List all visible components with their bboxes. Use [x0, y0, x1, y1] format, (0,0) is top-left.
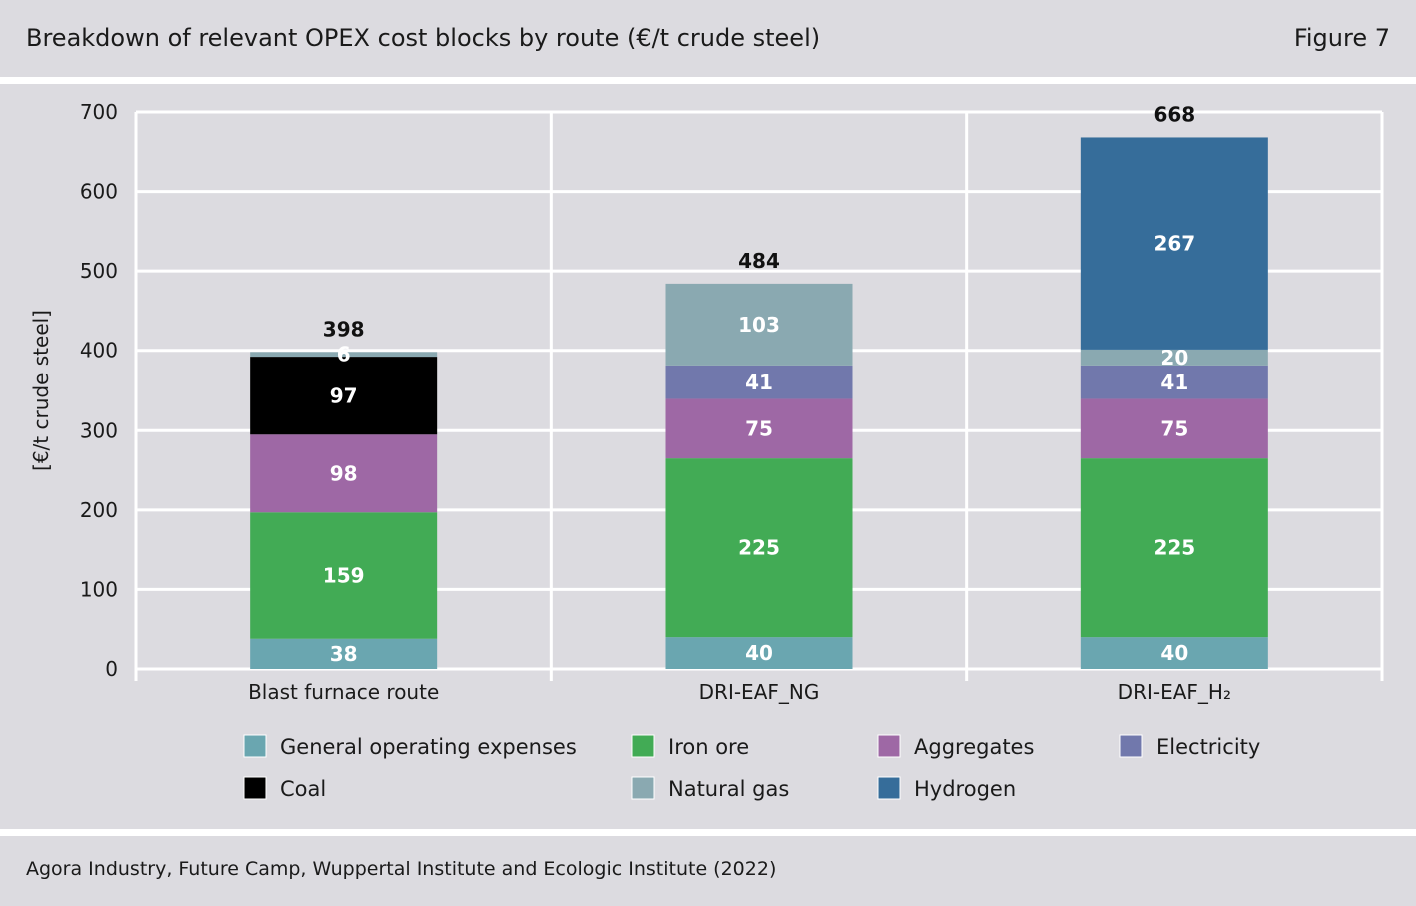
- bar-segment: [1080, 398, 1268, 459]
- y-tick-label: 100: [80, 577, 118, 601]
- data-label: 75: [1160, 416, 1188, 440]
- legend-item: Electricity: [1119, 734, 1260, 759]
- figure-label: Figure 7: [1293, 24, 1390, 52]
- y-tick-label: 700: [80, 100, 118, 124]
- data-label: 159: [323, 564, 365, 588]
- data-label: 97: [330, 384, 358, 408]
- y-tick-label: 400: [80, 339, 118, 363]
- data-label: 267: [1153, 232, 1195, 256]
- category-label: DRI-EAF_H₂: [1118, 680, 1231, 704]
- legend-swatch: [631, 734, 655, 758]
- bar-segment: [250, 434, 438, 513]
- bar-segment: [250, 357, 438, 435]
- y-axis-ticks: 0 100 200 300 400 500 600 700: [80, 100, 118, 681]
- data-label: 41: [745, 370, 773, 394]
- y-tick-label: 600: [80, 180, 118, 204]
- legend-label: Aggregates: [914, 735, 1034, 759]
- y-tick-label: 300: [80, 418, 118, 442]
- legend-swatch: [243, 734, 267, 758]
- category-label: Blast furnace route: [248, 680, 439, 704]
- legend-swatch: [1119, 734, 1143, 758]
- legend-item: General operating expenses: [243, 734, 577, 759]
- legend-item: Coal: [243, 776, 326, 801]
- total-label: 398: [323, 317, 365, 341]
- legend-label: Iron ore: [668, 735, 749, 759]
- y-tick-label: 0: [105, 657, 118, 681]
- legend-label: Natural gas: [668, 777, 789, 801]
- data-label: 75: [745, 416, 773, 440]
- bar-segment: [665, 637, 853, 669]
- legend-label: Coal: [280, 777, 326, 801]
- legend-item: Aggregates: [877, 734, 1034, 759]
- legend-item: Natural gas: [631, 776, 789, 801]
- bar-segment: [665, 283, 853, 366]
- data-label: 6: [337, 343, 351, 367]
- bar-segment: [1080, 137, 1268, 350]
- legend-swatch: [631, 776, 655, 800]
- data-label: 40: [1160, 641, 1188, 665]
- bar-segment: [250, 512, 438, 639]
- source-note: Agora Industry, Future Camp, Wuppertal I…: [26, 858, 777, 880]
- legend-label: Hydrogen: [914, 777, 1016, 801]
- legend-swatch: [243, 776, 267, 800]
- legend-swatch: [877, 734, 901, 758]
- legend-swatch: [877, 776, 901, 800]
- data-label: 38: [330, 642, 358, 666]
- data-label: 98: [330, 461, 358, 485]
- y-tick-label: 500: [80, 259, 118, 283]
- data-label: 41: [1160, 370, 1188, 394]
- bar-segment: [1080, 365, 1268, 399]
- bar-segment: [250, 638, 438, 669]
- category-label: DRI-EAF_NG: [699, 680, 820, 704]
- legend: General operating expenses Iron ore Aggreg…: [243, 734, 1260, 801]
- bar-segment: [250, 352, 438, 358]
- header-band: [0, 0, 1416, 77]
- y-tick-label: 200: [80, 498, 118, 522]
- category-labels: Blast furnace route DRI-EAF_NG DRI-EAF_H₂: [248, 680, 1231, 704]
- data-label: 40: [745, 641, 773, 665]
- total-label: 484: [738, 249, 780, 273]
- chart-title: Breakdown of relevant OPEX cost blocks b…: [26, 24, 821, 52]
- data-label: 225: [1153, 536, 1195, 560]
- bar-segment: [1080, 637, 1268, 669]
- legend-label: General operating expenses: [280, 735, 577, 759]
- stacked-bar-chart: 0 100 200 300 400 500 600 700 [€/t crude steel]…: [29, 100, 1384, 801]
- legend-item: Hydrogen: [877, 776, 1016, 801]
- total-label: 668: [1153, 102, 1195, 126]
- bar-segment: [1080, 458, 1268, 638]
- y-axis-label: [€/t crude steel]: [29, 310, 53, 471]
- bar-segment: [665, 398, 853, 459]
- bars: 3815998976398402257541103484402257541202…: [250, 102, 1268, 669]
- footer-band: [0, 836, 1416, 906]
- bar-segment: [665, 458, 853, 638]
- legend-label: Electricity: [1156, 735, 1260, 759]
- data-label: 225: [738, 536, 780, 560]
- data-label: 103: [738, 313, 780, 337]
- bar-segment: [665, 365, 853, 399]
- legend-item: Iron ore: [631, 734, 749, 759]
- bar-segment: [1080, 349, 1268, 366]
